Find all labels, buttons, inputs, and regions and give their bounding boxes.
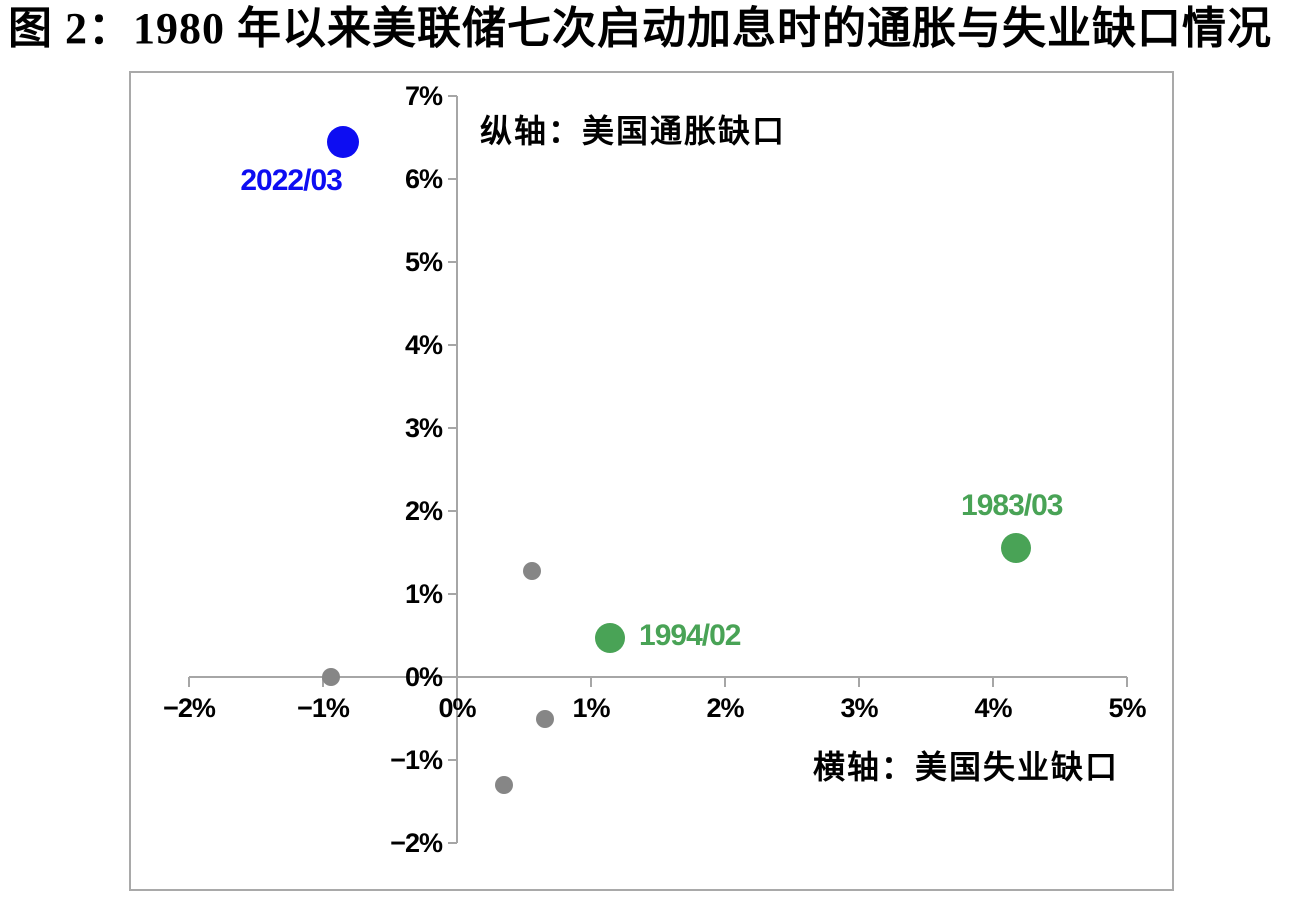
data-point-label-1983-03: 1983/03 xyxy=(961,489,1063,523)
y-tick-mark xyxy=(448,95,457,97)
data-point-unlabeled-hikes xyxy=(322,668,341,686)
x-axis-annotation: 横轴：美国失业缺口 xyxy=(813,749,1120,785)
y-tick-label: 1% xyxy=(404,579,443,609)
x-tick-label: −1% xyxy=(297,693,350,723)
x-tick-label: 5% xyxy=(1108,693,1146,723)
data-point-label-2022-03: 2022/03 xyxy=(240,163,342,197)
y-tick-mark xyxy=(448,842,457,844)
x-tick-label: −2% xyxy=(163,693,216,723)
y-tick-label: 5% xyxy=(404,247,443,277)
x-tick-label: 4% xyxy=(974,693,1012,723)
y-tick-label: 7% xyxy=(404,81,443,111)
x-tick-mark xyxy=(858,677,860,687)
y-tick-label: 3% xyxy=(404,413,443,443)
x-tick-mark xyxy=(456,677,458,687)
x-tick-mark xyxy=(590,677,592,687)
y-tick-mark xyxy=(448,593,457,595)
x-tick-label: 0% xyxy=(438,693,476,723)
y-tick-mark xyxy=(448,510,457,512)
data-point-label-1994-02: 1994/02 xyxy=(639,618,741,652)
y-tick-label: 4% xyxy=(404,330,443,360)
y-axis-line xyxy=(456,96,458,843)
y-tick-label: 6% xyxy=(404,164,443,194)
data-point-1983-03 xyxy=(1000,533,1031,564)
y-tick-mark xyxy=(448,178,457,180)
chart-frame: 7% 6% 5% 4% 3% 2% 1% 0% −1% −2% −2% −1% 0% 1% 2% 3% 4% 5%… xyxy=(129,71,1174,891)
y-tick-mark xyxy=(448,261,457,263)
y-tick-mark xyxy=(448,759,457,761)
data-point-unlabeled-hikes xyxy=(536,710,555,729)
data-point-unlabeled-hikes xyxy=(494,775,513,794)
data-point-2022-03 xyxy=(327,125,360,158)
y-tick-mark xyxy=(448,344,457,346)
x-axis-line xyxy=(189,676,1127,678)
y-tick-label: 2% xyxy=(404,496,443,526)
x-tick-label: 1% xyxy=(572,693,610,723)
x-tick-mark xyxy=(188,677,190,687)
page-title: 图 2：1980 年以来美联储七次启动加息时的通胀与失业缺口情况 xyxy=(8,4,1272,53)
x-tick-mark xyxy=(992,677,994,687)
x-tick-mark xyxy=(1126,677,1128,687)
x-tick-label: 2% xyxy=(706,693,744,723)
y-tick-mark xyxy=(448,427,457,429)
y-tick-mark xyxy=(448,676,457,678)
x-tick-mark xyxy=(724,677,726,687)
y-tick-label: −2% xyxy=(390,828,443,858)
y-tick-label: −1% xyxy=(390,745,443,775)
y-axis-annotation: 纵轴：美国通胀缺口 xyxy=(480,113,787,149)
data-point-1994-02 xyxy=(594,622,625,653)
plot-area: 7% 6% 5% 4% 3% 2% 1% 0% −1% −2% −2% −1% 0% 1% 2% 3% 4% 5%… xyxy=(131,73,1172,889)
data-point-unlabeled-hikes xyxy=(523,561,542,580)
x-tick-label: 3% xyxy=(840,693,878,723)
y-tick-label: 0% xyxy=(404,662,443,692)
